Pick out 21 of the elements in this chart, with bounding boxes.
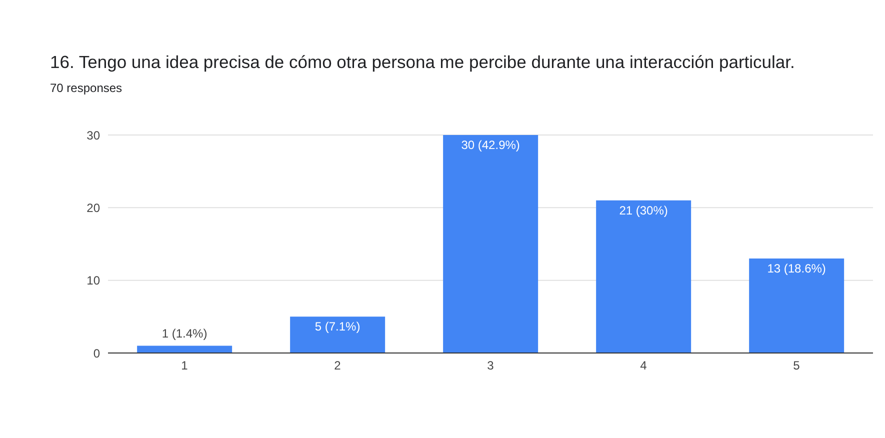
y-tick-label: 0 bbox=[93, 346, 100, 360]
x-tick-label: 5 bbox=[793, 358, 800, 373]
y-tick-label: 30 bbox=[86, 128, 100, 142]
x-tick-label: 1 bbox=[181, 358, 188, 373]
bar bbox=[749, 258, 844, 353]
x-tick-label: 3 bbox=[487, 358, 494, 373]
bar bbox=[443, 135, 538, 353]
bar bbox=[137, 346, 232, 353]
y-tick-label: 10 bbox=[86, 274, 100, 288]
x-tick-label: 2 bbox=[334, 358, 342, 373]
data-label: 5 (7.1%) bbox=[314, 320, 360, 334]
bar bbox=[596, 200, 692, 353]
chart-subtitle: 70 responses bbox=[50, 81, 122, 95]
data-label: 13 (18.6%) bbox=[767, 262, 826, 276]
data-label: 21 (30%) bbox=[619, 203, 668, 218]
data-label: 1 (1.4%) bbox=[162, 326, 208, 341]
x-tick-label: 4 bbox=[640, 358, 648, 373]
chart-title: 16. Tengo una idea precisa de cómo otra persona me percibe durante una interacción particular. bbox=[50, 52, 795, 73]
bar bbox=[290, 316, 386, 353]
y-tick-label: 20 bbox=[86, 200, 100, 215]
data-label: 30 (42.9%) bbox=[461, 138, 520, 152]
